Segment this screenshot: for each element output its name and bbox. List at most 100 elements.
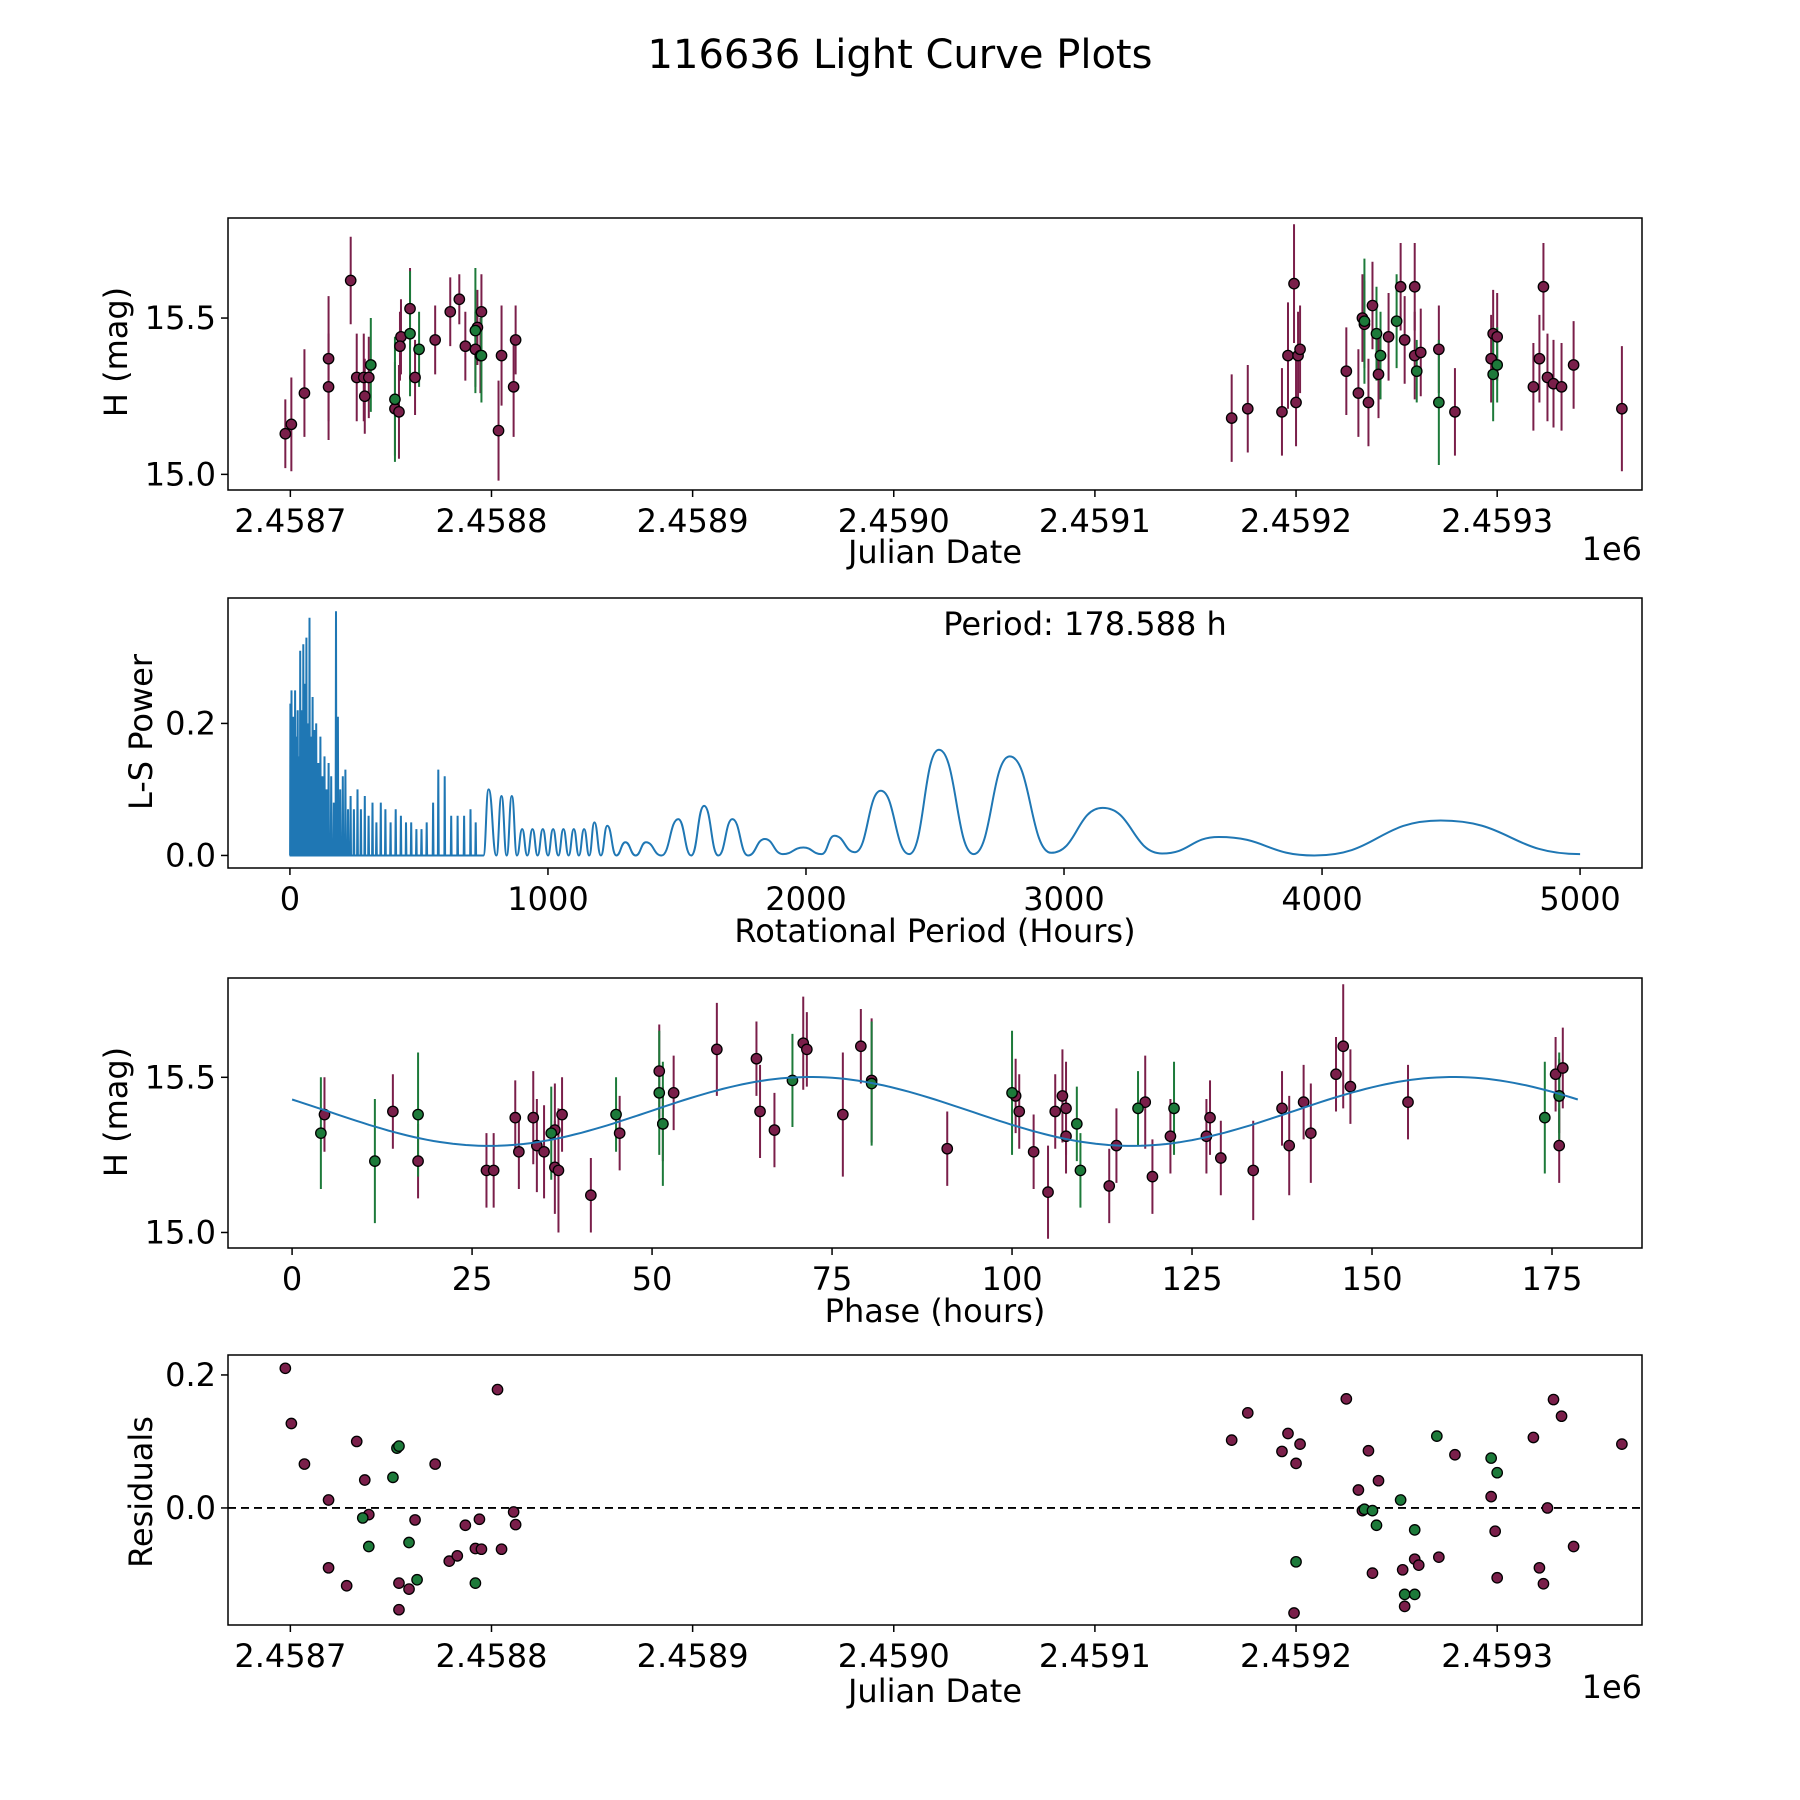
phased-point-r: [1556, 1062, 1569, 1074]
phased-point-r: [1304, 1127, 1317, 1140]
lightcurve-point-r: [1414, 346, 1427, 359]
lightcurve-point-r: [358, 390, 371, 403]
periodogram-xtick-label: 0: [280, 880, 300, 918]
lightcurve-point-r: [509, 334, 522, 346]
phased-xtick-label: 50: [632, 1260, 673, 1298]
periodogram-xtick-label: 4000: [1281, 880, 1362, 918]
phased-point-r: [1402, 1096, 1414, 1108]
phased-point-g: [657, 1118, 669, 1130]
phased-point-r: [711, 1043, 723, 1056]
phased-point-g: [1006, 1086, 1018, 1099]
lightcurve-point-r: [1398, 334, 1411, 346]
residuals-point-r: [1276, 1445, 1288, 1458]
residuals-point-g: [356, 1512, 369, 1524]
residuals-point-r: [279, 1362, 292, 1375]
phased-point-r: [1553, 1139, 1566, 1152]
lightcurve-point-r: [1294, 343, 1306, 356]
lightcurve-xtick-label: 2.4590: [838, 502, 950, 540]
phased-point-r: [941, 1142, 954, 1155]
phased-point-r: [538, 1145, 550, 1158]
residuals-point-r: [451, 1549, 464, 1562]
phased-ylabel: H (mag): [97, 1047, 135, 1177]
lightcurve-point-g: [404, 327, 416, 340]
phased-point-g: [1168, 1102, 1180, 1115]
lightcurve-point-r: [322, 380, 335, 393]
phased-point-g: [315, 1127, 327, 1140]
periodogram-power-line: [475, 748, 1581, 857]
lightcurve-point-r: [1555, 380, 1568, 393]
lightcurve-point-r: [1567, 359, 1580, 371]
lightcurve-point-g: [469, 324, 482, 337]
phased-point-g: [653, 1086, 666, 1099]
lightcurve-point-r: [1225, 412, 1238, 424]
residuals-point-g: [469, 1577, 482, 1589]
phased-point-r: [613, 1127, 626, 1140]
phased-point-r: [487, 1164, 500, 1177]
phased-point-r: [513, 1145, 525, 1158]
phased-point-g: [412, 1108, 424, 1121]
residuals-point-r: [1567, 1540, 1580, 1553]
lightcurve-point-r: [1537, 280, 1550, 293]
phased-point-r: [387, 1105, 399, 1118]
phased-point-r: [1049, 1105, 1062, 1118]
lightcurve-point-r: [495, 349, 508, 362]
periodogram-xtick-label: 2000: [765, 880, 846, 918]
residuals-point-r: [358, 1474, 371, 1486]
residuals-xtick-label: 2.4589: [637, 1637, 749, 1675]
phased-point-r: [585, 1189, 597, 1202]
residuals-point-r: [298, 1458, 311, 1470]
residuals-point-r: [507, 1506, 520, 1518]
phased-point-r: [750, 1052, 763, 1065]
phased-point-r: [1204, 1111, 1216, 1124]
lightcurve-xtick-label: 2.4588: [436, 502, 548, 540]
residuals-point-g: [403, 1536, 415, 1549]
lightcurve-point-g: [1358, 315, 1371, 328]
lightcurve-ytick-label: 15.5: [145, 299, 216, 337]
phased-point-r: [509, 1111, 522, 1124]
phased-xtick-label: 175: [1521, 1260, 1582, 1298]
periodogram-xtick-label: 1000: [507, 880, 588, 918]
periodogram-panel: L-S Power Rotational Period (Hours) Peri…: [122, 597, 1643, 950]
lightcurve-panel: H (mag) Julian Date 1e6 2.4587 2.4588 2.45…: [97, 217, 1643, 571]
residuals-point-r: [322, 1561, 335, 1574]
lightcurve-point-r: [1362, 396, 1375, 409]
residuals-point-r: [340, 1579, 353, 1592]
lightcurve-xtick-label: 2.4589: [637, 502, 749, 540]
residuals-xtick-label: 2.4587: [234, 1637, 346, 1675]
residuals-point-g: [1430, 1430, 1443, 1442]
lightcurve-point-r: [492, 424, 505, 437]
residuals-point-r: [429, 1458, 442, 1470]
phased-point-g: [1132, 1102, 1144, 1115]
lightcurve-point-g: [1390, 315, 1403, 328]
residuals-point-r: [350, 1435, 363, 1448]
lightcurve-point-g: [389, 393, 401, 406]
residuals-point-r: [1352, 1484, 1365, 1496]
figure-title: 116636 Light Curve Plots: [648, 32, 1153, 78]
lightcurve-point-g: [1491, 359, 1504, 371]
phased-point-r: [1283, 1139, 1296, 1152]
lightcurve-point-r: [1408, 280, 1421, 293]
phased-point-r: [1013, 1105, 1026, 1118]
lightcurve-plot-frame: [227, 217, 1643, 491]
phased-point-r: [1103, 1180, 1116, 1192]
residuals-point-g: [411, 1573, 423, 1586]
lightcurve-point-r: [1394, 280, 1407, 293]
phased-point-g: [369, 1155, 381, 1167]
phased-xtick-label: 150: [1341, 1260, 1402, 1298]
lightcurve-point-r: [1372, 368, 1385, 381]
phased-point-g: [1538, 1111, 1551, 1124]
residuals-xtick-label: 2.4592: [1240, 1637, 1352, 1675]
lightcurve-xtick-label: 2.4591: [1039, 502, 1151, 540]
lightcurve-ylabel: H (mag): [97, 287, 135, 417]
residuals-point-r: [1433, 1551, 1445, 1564]
residuals-point-r: [1449, 1448, 1461, 1461]
periodogram-ylabel: L-S Power: [122, 653, 160, 810]
lightcurve-point-r: [322, 352, 335, 365]
residuals-point-r: [1372, 1474, 1385, 1487]
phased-point-r: [1027, 1145, 1040, 1158]
phased-point-g: [610, 1108, 622, 1121]
lightcurve-xtick-label: 2.4592: [1240, 502, 1352, 540]
lightcurve-offset-text: 1e6: [1582, 530, 1642, 568]
residuals-point-r: [1340, 1393, 1353, 1405]
